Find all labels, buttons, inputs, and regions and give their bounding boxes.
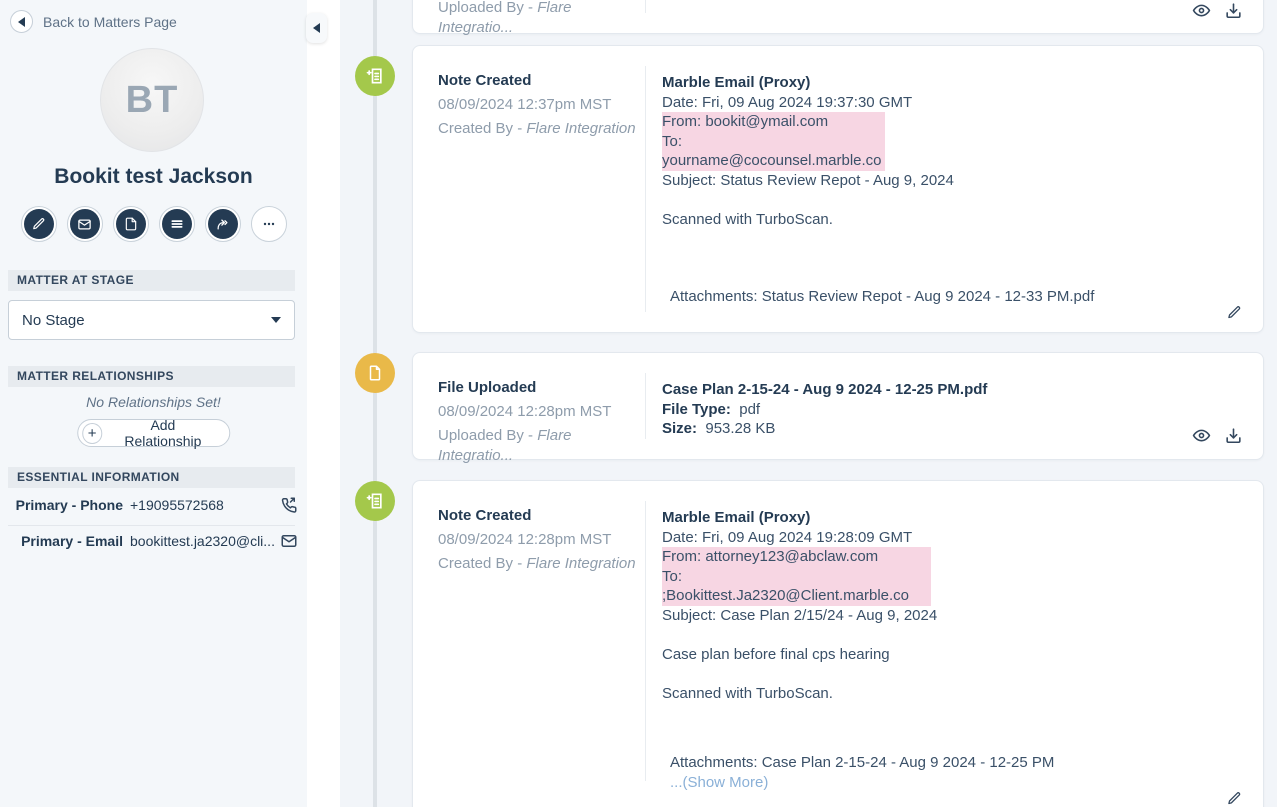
sidebar: Back to Matters Page BT Bookit test Jack…: [0, 0, 307, 807]
event-date: 08/09/2024 12:28pm MST: [438, 531, 612, 548]
matter-name: Bookit test Jackson: [54, 165, 253, 188]
stacked-lines-icon: [161, 209, 192, 239]
event-date: 08/09/2024 12:28pm MST: [438, 403, 612, 420]
timeline-card-file: File Uploaded 08/09/2024 12:28pm MST Upl…: [412, 352, 1264, 464]
email-body-1: Case plan before final cps hearing: [662, 645, 890, 663]
event-detail-column: Case Plan 2-15-24 - Aug 9 2024 - 12-25 P…: [646, 373, 1247, 439]
envelope-icon: [69, 209, 100, 239]
add-relationship-label: Add Relationship: [124, 417, 202, 449]
collapse-sidebar-button[interactable]: [306, 13, 327, 43]
email-to-line: To: yourname@cocounsel.marble.co: [662, 131, 885, 171]
document-button[interactable]: [112, 206, 149, 242]
uploaded-by-text: Uploaded By - Flare Integratio...: [438, 0, 572, 36]
back-to-matters-button[interactable]: Back to Matters Page: [10, 10, 177, 33]
stage-select[interactable]: No Stage: [8, 300, 295, 340]
essential-information-header: ESSENTIAL INFORMATION: [8, 467, 295, 488]
envelope-small-icon[interactable]: [280, 532, 298, 550]
event-meta-column: Note Created 08/09/2024 12:37pm MST Crea…: [438, 66, 646, 312]
matter-action-bar: [0, 206, 307, 242]
phone-forward-icon[interactable]: [280, 496, 298, 514]
download-icon[interactable]: [1224, 426, 1243, 445]
created-by-text: Created By - Flare Integration: [438, 120, 636, 137]
event-title: File Uploaded: [438, 379, 537, 396]
event-meta-column: Note Created 08/09/2024 12:28pm MST Crea…: [438, 501, 646, 781]
show-more-link[interactable]: ...(Show More): [670, 773, 769, 791]
file-type-line: File Type: pdf: [662, 400, 761, 418]
attachments-line: Attachments: Case Plan 2-15-24 - Aug 9 2…: [670, 753, 1203, 792]
pencil-icon: [23, 209, 54, 239]
info-row-divider: [8, 525, 295, 526]
more-actions-button[interactable]: [250, 206, 287, 242]
event-date: 08/09/2024 12:37pm MST: [438, 96, 612, 113]
plus-icon: +: [81, 422, 103, 444]
email-from-line: From: bookit@ymail.com: [662, 112, 885, 132]
edit-note-icon[interactable]: [1227, 305, 1243, 321]
forward-button[interactable]: [204, 206, 241, 242]
back-label: Back to Matters Page: [43, 13, 177, 30]
email-value: bookittest.ja2320@cli...: [130, 533, 275, 549]
file-icon: [115, 209, 146, 239]
event-meta-column: Uploaded By - Flare Integratio...: [438, 0, 646, 36]
notes-button[interactable]: [158, 206, 195, 242]
edit-note-icon[interactable]: [1227, 791, 1243, 807]
event-detail-column: Marble Email (Proxy) Date: Fri, 09 Aug 2…: [646, 501, 1247, 781]
sidebar-gutter: [306, 0, 340, 807]
event-title: Note Created: [438, 72, 532, 89]
uploaded-by-text: Uploaded By - Flare Integratio...: [438, 427, 572, 464]
view-icon[interactable]: [1192, 1, 1211, 20]
event-title: Note Created: [438, 507, 532, 524]
email-heading: Marble Email (Proxy): [662, 509, 811, 526]
matter-stage-header: MATTER AT STAGE: [8, 270, 295, 291]
avatar-initials: BT: [125, 78, 179, 121]
file-uploaded-badge-icon: [355, 353, 395, 393]
timeline-card-partial: Uploaded By - Flare Integratio...: [412, 0, 1264, 36]
email-from-line: From: attorney123@abclaw.com: [662, 547, 931, 567]
forward-arrow-icon: [207, 209, 238, 239]
timeline-panel: Uploaded By - Flare Integratio... Note C…: [340, 0, 1277, 807]
timeline-card-note-2: Note Created 08/09/2024 12:28pm MST Crea…: [412, 480, 1264, 807]
edit-button[interactable]: [20, 206, 57, 242]
email-label: Primary - Email: [21, 533, 123, 549]
event-detail-column: [646, 0, 1247, 13]
timeline-card-note-1: Note Created 08/09/2024 12:37pm MST Crea…: [412, 45, 1264, 333]
event-detail-column: Marble Email (Proxy) Date: Fri, 09 Aug 2…: [646, 66, 1247, 312]
matter-relationships-header: MATTER RELATIONSHIPS: [8, 366, 295, 387]
email-subject-line: Subject: Case Plan 2/15/24 - Aug 9, 2024: [662, 606, 938, 624]
relationships-empty-text: No Relationships Set!: [86, 394, 221, 410]
email-subject-line: Subject: Status Review Repot - Aug 9, 20…: [662, 171, 954, 189]
left-triangle-icon: [313, 23, 320, 33]
note-created-badge-icon: [355, 481, 395, 521]
note-created-badge-icon: [355, 56, 395, 96]
email-button[interactable]: [66, 206, 103, 242]
primary-email-row: Primary - Email bookittest.ja2320@cli...: [8, 532, 298, 550]
email-date-line: Date: Fri, 09 Aug 2024 19:37:30 GMT: [662, 93, 913, 111]
email-date-line: Date: Fri, 09 Aug 2024 19:28:09 GMT: [662, 528, 913, 546]
avatar: BT: [100, 48, 204, 152]
created-by-text: Created By - Flare Integration: [438, 555, 636, 572]
email-body-2: Scanned with TurboScan.: [662, 684, 833, 702]
file-size-line: Size: 953.28 KB: [662, 420, 776, 437]
phone-label: Primary - Phone: [15, 497, 123, 513]
email-to-line: To: ;Bookittest.Ja2320@Client.marble.co: [662, 566, 931, 606]
attachments-line: Attachments: Status Review Repot - Aug 9…: [670, 287, 1095, 305]
stage-selected-value: No Stage: [22, 311, 85, 329]
email-heading: Marble Email (Proxy): [662, 74, 811, 91]
add-relationship-button[interactable]: + Add Relationship: [76, 417, 231, 449]
event-meta-column: File Uploaded 08/09/2024 12:28pm MST Upl…: [438, 373, 646, 464]
ellipsis-icon: [253, 209, 284, 239]
download-icon[interactable]: [1224, 1, 1243, 20]
view-icon[interactable]: [1192, 426, 1211, 445]
file-name: Case Plan 2-15-24 - Aug 9 2024 - 12-25 P…: [662, 381, 988, 398]
primary-phone-row: Primary - Phone +19095572568: [8, 496, 298, 514]
card-actions: [1192, 426, 1243, 445]
back-arrow-icon[interactable]: [10, 10, 33, 33]
phone-value: +19095572568: [130, 497, 224, 513]
chevron-down-icon: [271, 317, 281, 323]
email-body: Scanned with TurboScan.: [662, 210, 833, 228]
timeline-line: [373, 0, 377, 807]
card-actions: [1192, 1, 1243, 20]
